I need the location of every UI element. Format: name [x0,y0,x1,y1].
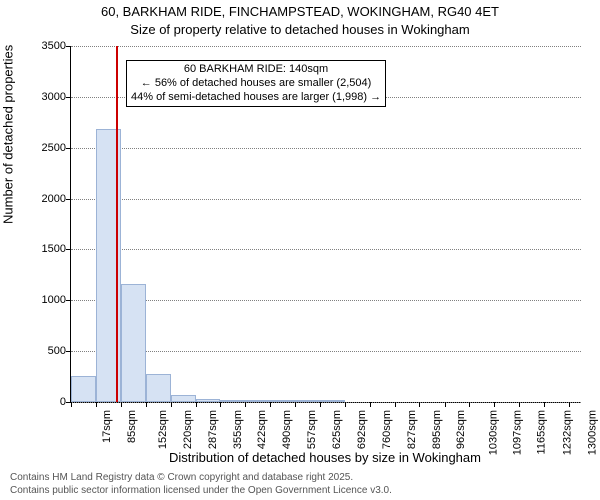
title-line-2: Size of property relative to detached ho… [0,22,600,37]
xtick-label: 1097sqm [512,410,524,455]
ytick-label: 1000 [16,294,66,306]
xtick-mark [345,402,346,407]
gridline [71,46,581,47]
xtick-mark [196,402,197,407]
xtick-label: 1165sqm [536,410,548,454]
xtick-mark [171,402,172,407]
xtick-mark [220,402,221,407]
xtick-label: 625sqm [331,410,343,449]
xtick-mark [270,402,271,407]
gridline [71,402,581,403]
xtick-mark [395,402,396,407]
gridline [71,148,581,149]
xtick-mark [469,402,470,407]
xtick-mark [96,402,97,407]
histogram-bar [171,395,196,402]
ytick-label: 2500 [16,142,66,154]
xtick-mark [121,402,122,407]
chart-container: 60, BARKHAM RIDE, FINCHAMPSTEAD, WOKINGH… [0,0,600,500]
xtick-mark [295,402,296,407]
annotation-box: 60 BARKHAM RIDE: 140sqm← 56% of detached… [126,60,386,107]
gridline [71,249,581,250]
xtick-label: 895sqm [431,410,443,449]
xtick-label: 557sqm [306,410,318,449]
xtick-mark [519,402,520,407]
ytick-mark [66,300,71,301]
ytick-label: 3000 [16,91,66,103]
xtick-label: 760sqm [381,410,393,449]
xtick-mark [544,402,545,407]
x-axis-label: Distribution of detached houses by size … [70,450,580,465]
xtick-mark [71,402,72,407]
xtick-mark [445,402,446,407]
ytick-mark [66,351,71,352]
ytick-mark [66,199,71,200]
xtick-label: 490sqm [282,410,294,449]
ytick-mark [66,148,71,149]
histogram-bar [245,400,270,402]
ytick-label: 3500 [16,40,66,52]
histogram-bar [220,400,245,402]
xtick-label: 1300sqm [586,410,598,455]
xtick-label: 17sqm [101,410,113,443]
gridline [71,351,581,352]
histogram-bar [320,400,345,402]
xtick-mark [370,402,371,407]
property-marker-line [116,46,118,402]
ytick-mark [66,249,71,250]
histogram-bar [270,400,295,402]
xtick-mark [419,402,420,407]
xtick-label: 1030sqm [487,410,499,455]
annotation-line-3: 44% of semi-detached houses are larger (… [131,91,381,105]
histogram-bar [295,400,320,402]
xtick-label: 85sqm [126,410,138,443]
y-axis-label: Number of detached properties [1,45,16,224]
annotation-line-1: 60 BARKHAM RIDE: 140sqm [131,63,381,77]
xtick-label: 220sqm [182,410,194,449]
xtick-mark [245,402,246,407]
plot-area: 60 BARKHAM RIDE: 140sqm← 56% of detached… [70,46,581,403]
footer-line-1: Contains HM Land Registry data © Crown c… [10,472,590,483]
xtick-label: 827sqm [406,410,418,449]
histogram-bar [196,399,221,402]
xtick-mark [494,402,495,407]
histogram-bar [71,376,96,402]
xtick-mark [569,402,570,407]
ytick-label: 0 [16,396,66,408]
xtick-label: 422sqm [256,410,268,449]
title-line-1: 60, BARKHAM RIDE, FINCHAMPSTEAD, WOKINGH… [0,4,600,19]
ytick-label: 500 [16,345,66,357]
gridline [71,300,581,301]
gridline [71,199,581,200]
xtick-label: 287sqm [207,410,219,449]
xtick-label: 1232sqm [561,410,573,455]
xtick-label: 355sqm [232,410,244,449]
annotation-line-2: ← 56% of detached houses are smaller (2,… [131,77,381,91]
xtick-mark [320,402,321,407]
xtick-label: 152sqm [157,410,169,449]
ytick-mark [66,46,71,47]
xtick-mark [146,402,147,407]
xtick-label: 692sqm [356,410,368,449]
ytick-label: 2000 [16,193,66,205]
ytick-label: 1500 [16,243,66,255]
ytick-mark [66,97,71,98]
xtick-label: 962sqm [456,410,468,449]
footer-line-2: Contains public sector information licen… [10,485,590,496]
histogram-bar [146,374,171,402]
histogram-bar [121,284,146,402]
